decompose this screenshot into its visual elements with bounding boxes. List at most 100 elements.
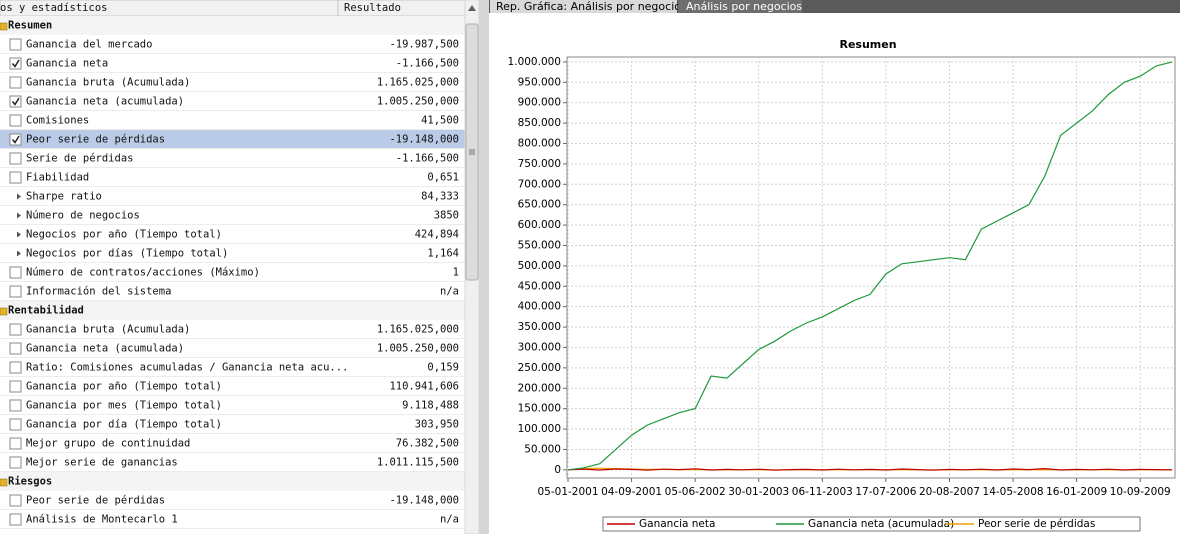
checkbox[interactable] (9, 57, 22, 70)
checkbox[interactable] (9, 399, 22, 412)
x-tick-label: 06-11-2003 (792, 486, 853, 498)
row-label: Mejor serie de ganancias (26, 457, 178, 469)
row-label: Ganancia neta (acumulada) (26, 96, 184, 108)
checkbox[interactable] (9, 380, 22, 393)
checkbox[interactable] (9, 133, 22, 146)
series-line (567, 467, 1173, 471)
checkmark (11, 97, 20, 106)
y-tick-label: 0 (554, 464, 561, 476)
scroll-up[interactable] (468, 5, 476, 11)
row-label: Ganancia bruta (Acumulada) (26, 77, 190, 89)
tab-label[interactable]: Análisis por negocios (686, 0, 802, 13)
left-panel (0, 0, 479, 534)
checkbox[interactable] (9, 114, 22, 127)
checkbox[interactable] (9, 38, 22, 51)
y-tick-label: 700.000 (518, 178, 561, 190)
row-value: 1.165.025,000 (377, 324, 459, 336)
tab-label[interactable]: Rep. Gráfica: Análisis por negocios (496, 0, 687, 13)
x-tick-label: 05-01-2001 (537, 486, 598, 498)
expander[interactable] (17, 212, 21, 219)
checkbox[interactable] (9, 152, 22, 165)
row-value: 1.005.250,000 (377, 343, 459, 355)
row-value: 303,950 (415, 419, 459, 431)
checkbox[interactable] (9, 418, 22, 431)
column-header[interactable]: Resultado (344, 2, 401, 14)
y-tick-label: 900.000 (518, 97, 561, 109)
y-tick-label: 750.000 (518, 158, 561, 170)
expander[interactable] (17, 193, 21, 200)
legend-box (602, 516, 1141, 532)
row-value: 76.382,500 (396, 438, 459, 450)
checkbox[interactable] (9, 456, 22, 469)
folder-icon (0, 478, 8, 487)
row-value: 9.118,488 (402, 400, 459, 412)
chart: 0 50.000 100.000 150.000 200.000 250.000 300.0… (508, 56, 1176, 532)
x-tick-label: 30-01-2003 (728, 486, 789, 498)
column-header[interactable]: os y estadísticos (0, 2, 107, 14)
row-label: Peor serie de pérdidas (26, 495, 165, 507)
y-tick-label: 450.000 (518, 280, 561, 292)
section-title[interactable]: Rentabilidad (8, 305, 84, 317)
y-tick-label: 500.000 (518, 260, 561, 272)
x-tick-label: 17-07-2006 (855, 486, 916, 498)
series-line (567, 61, 1173, 471)
y-tick-label: 100.000 (518, 423, 561, 435)
row-label: Información del sistema (26, 286, 171, 298)
expander[interactable] (17, 231, 21, 238)
checkbox[interactable] (9, 285, 22, 298)
expander[interactable] (17, 250, 21, 257)
row-value: 1.005.250,000 (377, 96, 459, 108)
row-label: Ganancia del mercado (26, 39, 152, 51)
y-tick-label: 350.000 (518, 321, 561, 333)
checkbox[interactable] (9, 437, 22, 450)
section-title[interactable]: Resumen (8, 20, 52, 32)
section-title[interactable]: Riesgos (8, 476, 52, 488)
checkbox[interactable] (9, 342, 22, 355)
splitter[interactable] (479, 0, 489, 534)
row-value: 424,894 (415, 229, 459, 241)
tab-active[interactable] (490, 0, 677, 13)
x-tick-label: 16-01-2009 (1046, 486, 1107, 498)
section-row (0, 472, 465, 491)
y-tick-label: 200.000 (518, 382, 561, 394)
folder-icon (0, 22, 8, 31)
checkbox[interactable] (9, 266, 22, 279)
row-label: Sharpe ratio (26, 191, 102, 203)
grip (469, 149, 475, 155)
row-value: 41,500 (421, 115, 459, 127)
row-value: -1.166,500 (396, 58, 459, 70)
row-value: 1.165.025,000 (377, 77, 459, 89)
x-tick-label: 10-09-2009 (1110, 486, 1171, 498)
row-value: -19.148,000 (389, 134, 459, 146)
table-body: Resumen Ganancia del mercado -19.987,500 Ga… (0, 16, 465, 529)
row-label: Comisiones (26, 115, 89, 127)
checkbox[interactable] (9, 323, 22, 336)
row-label: Serie de pérdidas (26, 153, 133, 165)
folder-icon (0, 307, 8, 316)
checkbox[interactable] (9, 76, 22, 89)
row-value: 0,651 (427, 172, 459, 184)
section-row (0, 301, 465, 320)
row-value: 1 (453, 267, 459, 279)
row-value: -19.148,000 (389, 495, 459, 507)
row-value: 84,333 (421, 191, 459, 203)
row-label: Peor serie de pérdidas (26, 134, 165, 146)
checkbox[interactable] (9, 95, 22, 108)
checkbox[interactable] (9, 361, 22, 374)
y-tick-label: 400.000 (518, 301, 561, 313)
row-label: Número de contratos/acciones (Máximo) (26, 267, 260, 279)
y-tick-label: 650.000 (518, 199, 561, 211)
tab[interactable] (678, 0, 802, 13)
checkbox[interactable] (9, 494, 22, 507)
checkbox[interactable] (9, 513, 22, 526)
row-label: Número de negocios (26, 210, 140, 222)
y-tick-label: 550.000 (518, 239, 561, 251)
checkbox[interactable] (9, 171, 22, 184)
row-label: Ganancia por año (Tiempo total) (26, 381, 222, 393)
row-label: Análisis de Montecarlo 1 (26, 514, 178, 526)
row-label: Mejor grupo de continuidad (26, 438, 190, 450)
x-tick-label: 05-06-2002 (665, 486, 726, 498)
row-value: -1.166,500 (396, 153, 459, 165)
